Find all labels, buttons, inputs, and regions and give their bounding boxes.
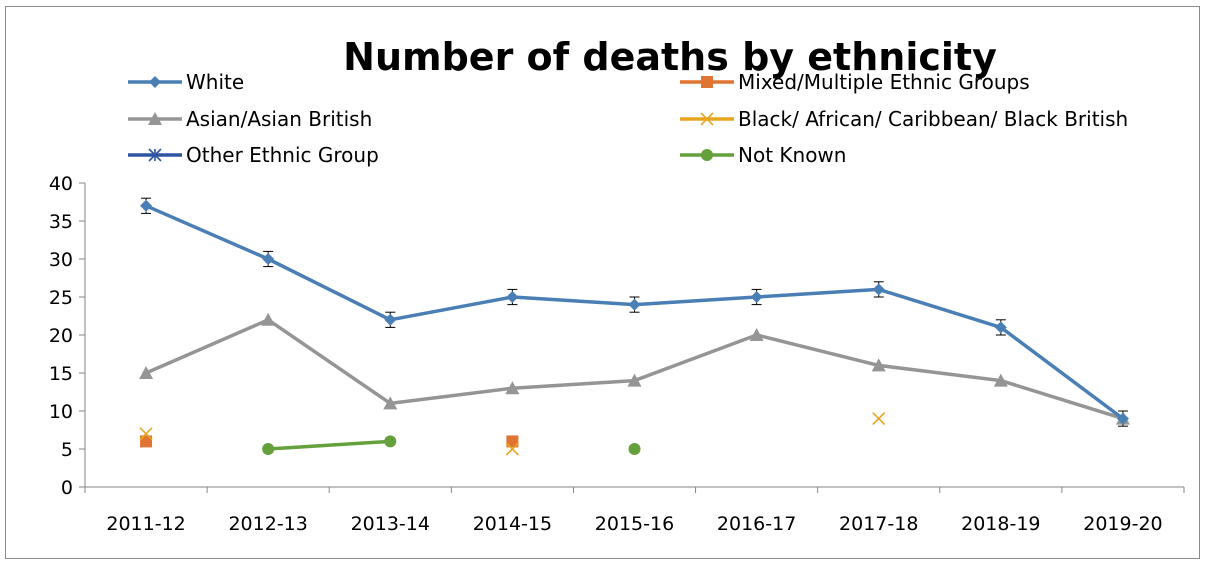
legend-label: Mixed/Multiple Ethnic Groups <box>738 70 1030 94</box>
data-point <box>628 443 641 455</box>
legend-marker <box>149 76 161 88</box>
y-tick-label: 30 <box>49 249 73 271</box>
data-point-stroke <box>872 412 886 426</box>
series-line-segment <box>388 295 515 322</box>
series-line-segment <box>144 204 270 261</box>
series-layer <box>139 197 1130 456</box>
legend-label: Black/ African/ Caribbean/ Black British <box>738 107 1128 131</box>
x-tick-label: 2015-16 <box>595 513 674 535</box>
data-point <box>506 291 519 303</box>
series-line-segment <box>754 333 881 368</box>
data-point <box>383 396 398 410</box>
data-point <box>140 199 153 212</box>
data-point <box>871 358 886 372</box>
data-point <box>994 321 1007 334</box>
data-point <box>262 443 275 455</box>
x-tick-label: 2017-18 <box>839 513 918 535</box>
series-line-segment <box>388 386 515 406</box>
series-line-segment <box>754 287 881 299</box>
y-tick-label: 5 <box>61 439 73 461</box>
y-tick-label: 0 <box>61 477 73 499</box>
legend-marker <box>701 76 713 88</box>
legend: White Mixed/Multiple Ethnic Groups Asian/A… <box>128 70 1128 167</box>
legend-label: Other Ethnic Group <box>186 143 379 167</box>
chart-frame <box>5 6 1200 559</box>
legend-item-not-known: Not Known <box>680 143 846 167</box>
data-point <box>505 442 519 456</box>
data-point <box>872 283 885 296</box>
legend-item-asian-asian-british: Asian/Asian British <box>128 107 372 131</box>
data-point <box>139 366 154 379</box>
series-line-segment <box>999 378 1125 421</box>
x-tick-label: 2012-13 <box>228 513 307 535</box>
y-tick-label: 20 <box>49 325 73 347</box>
data-point <box>384 313 397 326</box>
data-point <box>506 435 519 448</box>
legend-label: Asian/Asian British <box>186 107 372 131</box>
series-line-segment <box>632 333 759 383</box>
y-tick-label: 25 <box>49 287 73 309</box>
data-point <box>750 291 763 303</box>
data-point-stroke <box>505 442 519 456</box>
x-tick-label: 2016-17 <box>717 513 796 535</box>
legend-item-other-ethnic-group: Other Ethnic Group <box>128 143 379 167</box>
series-line-segment <box>510 295 637 307</box>
series-line-segment <box>266 439 393 451</box>
data-point <box>1116 412 1129 425</box>
data-point <box>628 298 641 311</box>
chart-title: Number of deaths by ethnicity <box>343 35 997 79</box>
x-tick-label: 2014-15 <box>473 513 552 535</box>
series-not-known <box>262 435 641 455</box>
legend-marker <box>701 149 713 161</box>
series-white <box>140 197 1129 427</box>
data-point <box>262 253 275 265</box>
series-line-segment <box>144 318 270 375</box>
series-line-segment <box>510 378 637 390</box>
series-line-segment <box>266 318 393 406</box>
series-asian-asian-british <box>139 312 1130 425</box>
data-point <box>384 435 397 448</box>
x-tick-label: 2019-20 <box>1083 513 1162 535</box>
data-point <box>627 373 642 387</box>
x-tick-label: 2018-19 <box>961 513 1040 535</box>
data-point <box>872 412 886 426</box>
legend-marker <box>148 148 162 162</box>
legend-label: Not Known <box>738 143 846 167</box>
x-tick-label: 2013-14 <box>351 513 430 535</box>
data-point <box>505 381 520 395</box>
y-tick-label: 35 <box>49 211 73 233</box>
legend-label: White <box>186 70 244 94</box>
series-line-segment <box>999 325 1125 421</box>
legend-item-black-african-caribbean-black-british: Black/ African/ Caribbean/ Black British <box>680 107 1128 131</box>
data-point <box>139 427 153 441</box>
series-line-segment <box>876 287 1003 330</box>
y-tick-label: 15 <box>49 363 73 385</box>
series-black-african-caribbean-black-british <box>139 412 886 456</box>
data-point <box>749 328 764 341</box>
data-point-stroke <box>139 427 153 441</box>
legend-marker-stroke <box>700 112 714 126</box>
x-tick-label: 2011-12 <box>106 513 185 535</box>
legend-item-mixed-multiple-ethnic-groups: Mixed/Multiple Ethnic Groups <box>680 70 1030 94</box>
data-point <box>261 312 276 326</box>
series-mixed-multiple-ethnic-groups <box>140 435 519 448</box>
data-point <box>993 373 1008 387</box>
data-point <box>140 435 153 448</box>
series-line-segment <box>876 363 1003 383</box>
legend-item-white: White <box>128 70 244 94</box>
axes: 0 5 10 15 20 25 30 35 40 2011-12 2012-13 2013-14 201… <box>49 173 1185 535</box>
y-tick-label: 40 <box>49 173 73 195</box>
series-line-segment <box>632 295 759 307</box>
legend-marker <box>700 112 714 126</box>
legend-marker <box>148 112 162 125</box>
y-tick-label: 10 <box>49 401 73 423</box>
series-line-segment <box>266 257 393 322</box>
